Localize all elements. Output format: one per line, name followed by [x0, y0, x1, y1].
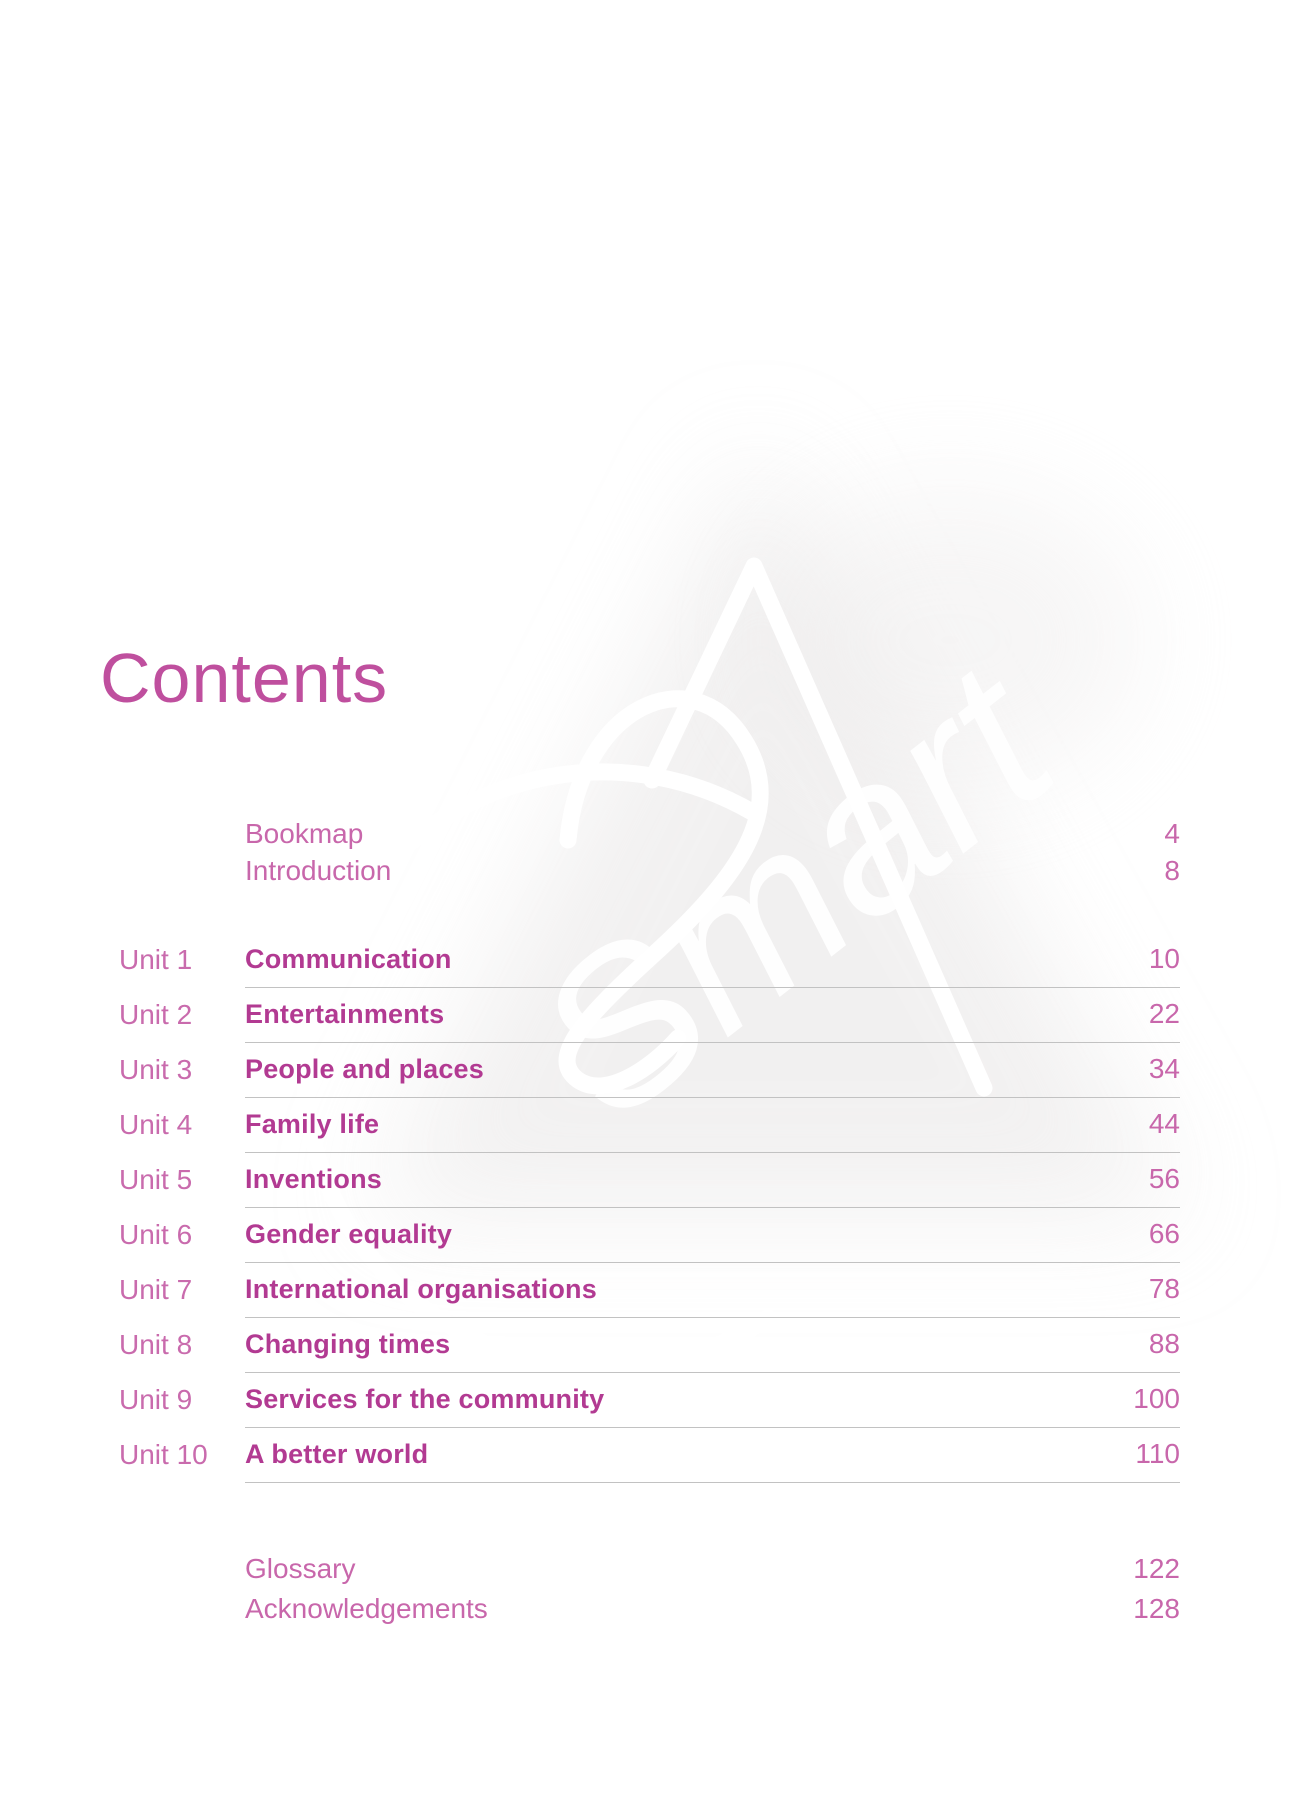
toc-row: Acknowledgements 128 — [119, 1589, 1180, 1629]
unit-page-number: 56 — [1148, 1163, 1180, 1194]
toc-row: Unit 9 Services for the community 100 — [119, 1372, 1180, 1428]
unit-title: People and places — [245, 1053, 484, 1084]
unit-number-label: Unit 9 — [119, 1383, 193, 1415]
unit-number-label: Unit 6 — [119, 1218, 193, 1250]
unit-page-number: 110 — [1135, 1438, 1180, 1469]
entry-title: Bookmap — [245, 817, 364, 849]
unit-number-label: Unit 1 — [119, 943, 193, 975]
toc-row: Glossary 122 — [119, 1549, 1180, 1589]
units-group: Unit 1 Communication 10 Unit 2 Entertain… — [119, 932, 1180, 1483]
entry-page-number: 128 — [1133, 1593, 1180, 1624]
toc-row: Unit 5 Inventions 56 — [119, 1152, 1180, 1208]
toc-row: Unit 4 Family life 44 — [119, 1097, 1180, 1153]
unit-page-number: 34 — [1148, 1053, 1180, 1084]
entry-page-number: 122 — [1133, 1553, 1180, 1584]
unit-title: A better world — [245, 1438, 429, 1469]
toc-row: Unit 3 People and places 34 — [119, 1042, 1180, 1098]
unit-title: Services for the community — [245, 1383, 605, 1414]
toc-row: Unit 2 Entertainments 22 — [119, 987, 1180, 1043]
unit-number-label: Unit 8 — [119, 1328, 193, 1360]
unit-page-number: 88 — [1148, 1328, 1180, 1359]
unit-title: Communication — [245, 943, 452, 974]
toc-row: Unit 10 A better world 110 — [119, 1427, 1180, 1483]
toc-row: Unit 6 Gender equality 66 — [119, 1207, 1180, 1263]
entry-page-number: 8 — [1164, 854, 1180, 886]
entry-title: Glossary — [245, 1553, 356, 1584]
unit-number-label: Unit 5 — [119, 1163, 193, 1195]
toc-row: Introduction 8 — [119, 852, 1180, 889]
unit-page-number: 78 — [1148, 1273, 1180, 1304]
unit-page-number: 22 — [1148, 998, 1180, 1029]
unit-title: Gender equality — [245, 1218, 453, 1249]
toc-row: Unit 8 Changing times 88 — [119, 1317, 1180, 1373]
front-matter-group: Bookmap 4 Introduction 8 — [119, 815, 1180, 889]
unit-title: Changing times — [245, 1328, 451, 1359]
unit-number-label: Unit 7 — [119, 1273, 193, 1305]
unit-title: International organisations — [245, 1273, 597, 1304]
unit-number-label: Unit 10 — [119, 1438, 208, 1470]
unit-page-number: 100 — [1133, 1383, 1180, 1414]
unit-title: Inventions — [245, 1163, 383, 1194]
toc-row: Bookmap 4 — [119, 815, 1180, 852]
unit-page-number: 66 — [1148, 1218, 1180, 1249]
end-matter-group: Glossary 122 Acknowledgements 128 — [119, 1549, 1180, 1629]
table-of-contents: Bookmap 4 Introduction 8 Unit 1 Communic… — [119, 815, 1180, 1629]
unit-number-label: Unit 4 — [119, 1108, 193, 1140]
toc-row: Unit 7 International organisations 78 — [119, 1262, 1180, 1318]
toc-row: Unit 1 Communication 10 — [119, 932, 1180, 988]
unit-number-label: Unit 2 — [119, 998, 193, 1030]
page-title: Contents — [100, 639, 389, 717]
unit-number-label: Unit 3 — [119, 1053, 193, 1085]
unit-page-number: 44 — [1148, 1108, 1180, 1139]
unit-page-number: 10 — [1148, 943, 1180, 974]
entry-title: Acknowledgements — [245, 1593, 488, 1624]
entry-page-number: 4 — [1164, 817, 1180, 849]
unit-title: Family life — [245, 1108, 380, 1139]
entry-title: Introduction — [245, 854, 392, 886]
unit-title: Entertainments — [245, 998, 445, 1029]
